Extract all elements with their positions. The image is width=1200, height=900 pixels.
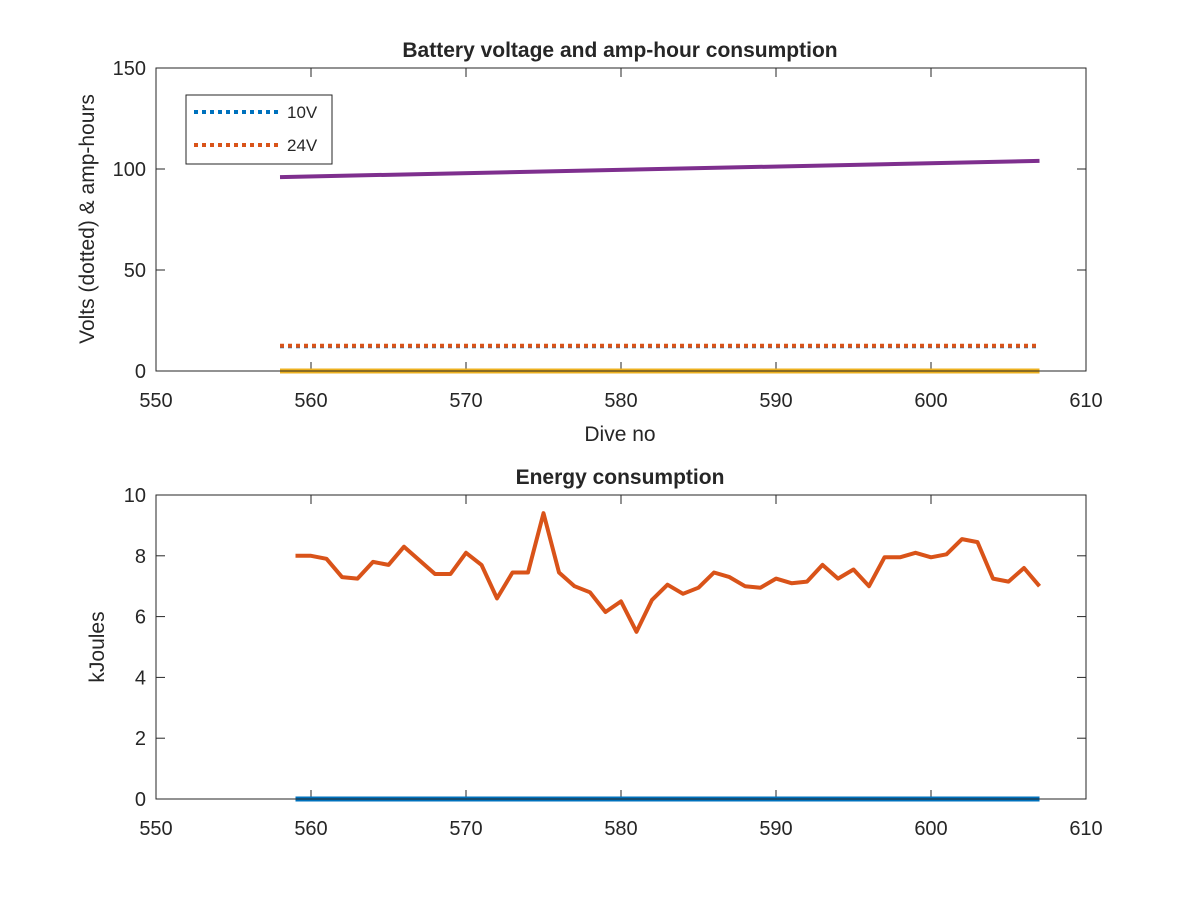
- y-tick-label: 50: [124, 260, 146, 282]
- x-tick-label: 590: [759, 818, 792, 840]
- x-tick-label: 550: [139, 390, 172, 412]
- chart-title: Energy consumption: [516, 466, 725, 489]
- chart-title: Battery voltage and amp-hour consumption: [402, 39, 837, 62]
- voltage-axes: Battery voltage and amp-hour consumption…: [76, 39, 1103, 446]
- y-tick-label: 100: [113, 159, 146, 181]
- series-line-1: [295, 511, 1042, 634]
- x-tick-label: 610: [1069, 390, 1102, 412]
- y-tick-label: 0: [135, 789, 146, 811]
- y-axis-label: Volts (dotted) & amp-hours: [76, 94, 99, 344]
- x-tick-label: 560: [294, 390, 327, 412]
- x-tick-label: 560: [294, 818, 327, 840]
- legend-label-10v: 10V: [287, 103, 318, 122]
- plot-frame: [155, 494, 1087, 800]
- x-tick-label: 590: [759, 390, 792, 412]
- x-tick-label: 600: [914, 390, 947, 412]
- legend-label-24v: 24V: [287, 136, 318, 155]
- y-tick-label: 0: [135, 361, 146, 383]
- x-axis-label: Dive no: [584, 423, 655, 446]
- y-tick-label: 10: [124, 485, 146, 507]
- x-tick-label: 580: [604, 390, 637, 412]
- x-tick-label: 570: [449, 390, 482, 412]
- x-tick-label: 610: [1069, 818, 1102, 840]
- legend-box: [185, 94, 333, 165]
- y-tick-label: 8: [135, 546, 146, 568]
- plot-frame: [155, 67, 1087, 372]
- y-tick-label: 150: [113, 58, 146, 80]
- y-axis-label: kJoules: [86, 611, 109, 682]
- y-tick-label: 4: [135, 667, 146, 689]
- series-line-3: [279, 158, 1040, 180]
- x-tick-label: 600: [914, 818, 947, 840]
- energy-axes: Energy consumption kJoules 550 560 570 580 5…: [86, 466, 1103, 840]
- x-tick-label: 580: [604, 818, 637, 840]
- x-tick-label: 550: [139, 818, 172, 840]
- legend: 10V 24V: [185, 94, 333, 165]
- y-tick-label: 2: [135, 728, 146, 750]
- x-tick-label: 570: [449, 818, 482, 840]
- y-tick-label: 6: [135, 607, 146, 629]
